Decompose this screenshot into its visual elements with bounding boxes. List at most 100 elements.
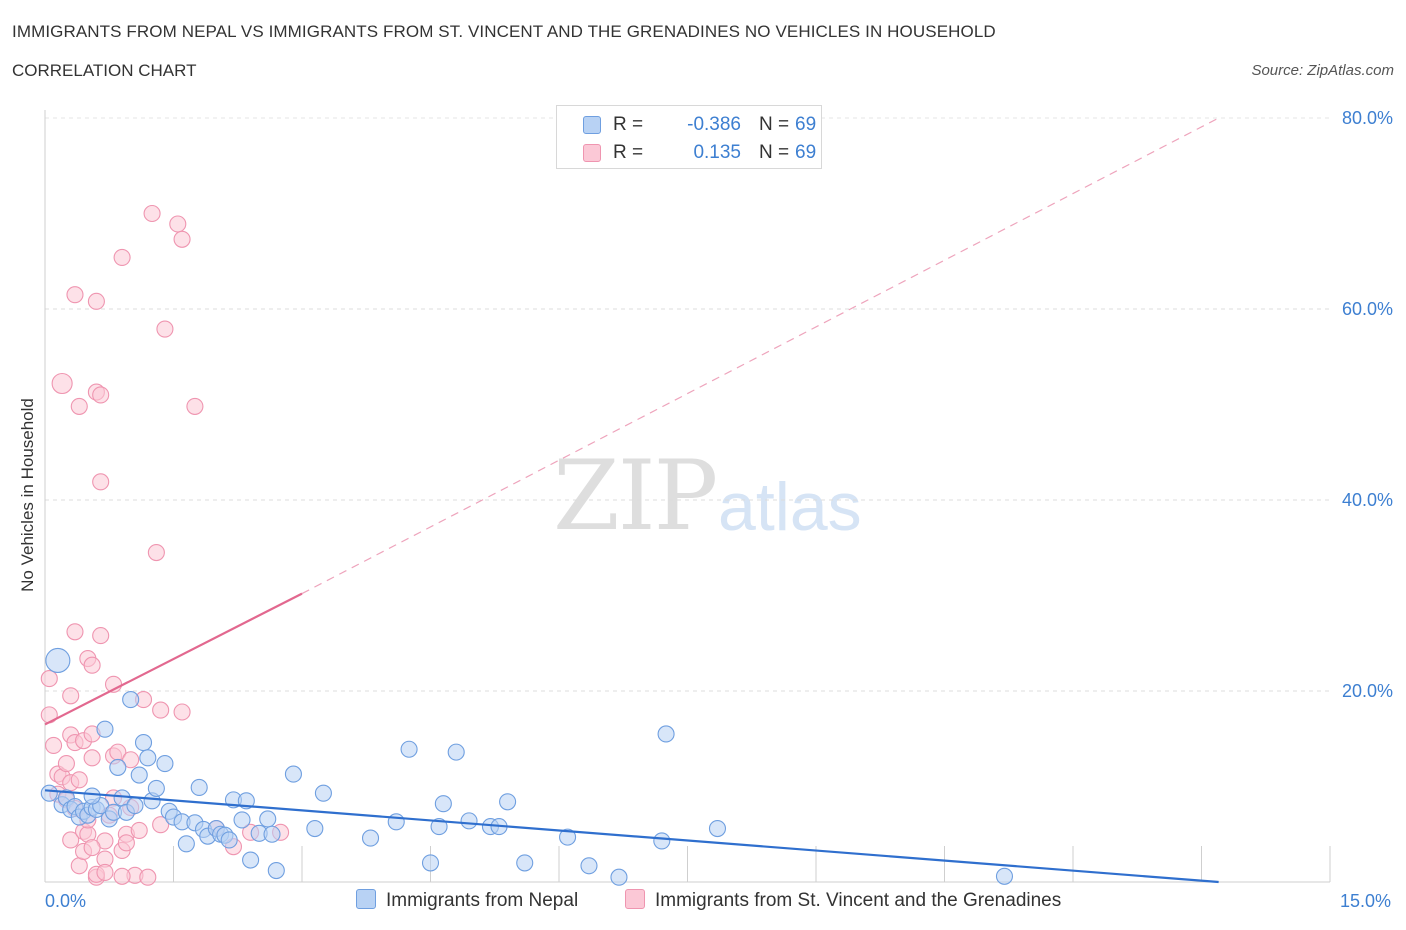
data-point bbox=[430, 818, 448, 836]
legend-n-value-nepal: 69 bbox=[795, 114, 817, 135]
watermark-zip: ZIP bbox=[553, 440, 718, 552]
data-point bbox=[147, 779, 165, 797]
data-point bbox=[169, 215, 187, 233]
legend-n-value-st-vincent: 69 bbox=[795, 142, 817, 163]
data-point bbox=[284, 765, 302, 783]
legend-n-label: N = bbox=[759, 114, 790, 135]
data-point bbox=[995, 867, 1014, 885]
data-point bbox=[66, 286, 84, 304]
correlation-legend: R = -0.386 N = 69 R = 0.135 N = 69 bbox=[556, 105, 822, 169]
data-point bbox=[70, 857, 88, 875]
chart-subtitle: CORRELATION CHART bbox=[12, 61, 197, 80]
source-credit: Source: ZipAtlas.com bbox=[1251, 62, 1394, 79]
data-point bbox=[580, 857, 598, 875]
series-legend-nepal: Immigrants from Nepal bbox=[356, 889, 578, 912]
legend-r-value-st-vincent: 0.135 bbox=[693, 142, 741, 163]
data-point bbox=[263, 825, 281, 843]
trend-line-extension bbox=[301, 117, 1219, 595]
data-point bbox=[306, 819, 324, 838]
data-point bbox=[117, 834, 135, 852]
data-point bbox=[83, 656, 101, 674]
data-point bbox=[177, 835, 195, 853]
y-tick-label: 40.0% bbox=[1342, 490, 1393, 510]
data-point bbox=[134, 734, 153, 752]
legend-swatch-nepal bbox=[583, 116, 601, 134]
data-point bbox=[233, 811, 251, 829]
data-point bbox=[499, 793, 517, 811]
legend-n-label: N = bbox=[759, 142, 790, 163]
data-point bbox=[70, 771, 88, 789]
chart-title: IMMIGRANTS FROM NEPAL VS IMMIGRANTS FROM… bbox=[12, 22, 996, 41]
data-point bbox=[66, 623, 84, 641]
y-tick-label: 20.0% bbox=[1342, 681, 1393, 701]
trend-line bbox=[44, 789, 1219, 884]
data-point bbox=[83, 787, 101, 805]
legend-r-label: R = bbox=[613, 142, 644, 163]
series-name-nepal: Immigrants from Nepal bbox=[386, 890, 579, 911]
data-point bbox=[516, 854, 534, 872]
data-point bbox=[92, 473, 110, 491]
data-point bbox=[156, 320, 174, 338]
data-point bbox=[152, 701, 170, 719]
data-point bbox=[152, 816, 170, 834]
data-point bbox=[51, 372, 73, 395]
data-point bbox=[434, 795, 452, 813]
data-point bbox=[610, 868, 628, 886]
data-point bbox=[156, 755, 174, 773]
data-point bbox=[139, 868, 157, 886]
data-point bbox=[708, 819, 727, 838]
data-point bbox=[559, 828, 577, 846]
data-point bbox=[267, 861, 285, 880]
legend-r-label: R = bbox=[613, 114, 644, 135]
data-point bbox=[143, 204, 161, 223]
data-point bbox=[92, 627, 110, 645]
data-point bbox=[447, 743, 465, 761]
data-point bbox=[460, 812, 478, 830]
data-point bbox=[45, 647, 71, 673]
data-point bbox=[96, 720, 114, 738]
data-point bbox=[421, 854, 440, 872]
data-point bbox=[657, 725, 675, 743]
data-point bbox=[113, 248, 131, 266]
data-point bbox=[83, 749, 101, 767]
data-point bbox=[109, 758, 127, 776]
series-legend-st-vincent: Immigrants from St. Vincent and the Gren… bbox=[625, 889, 1061, 912]
data-point bbox=[122, 691, 140, 709]
data-point bbox=[62, 831, 80, 849]
data-point bbox=[40, 670, 58, 688]
data-point bbox=[126, 797, 144, 815]
data-point bbox=[96, 863, 114, 882]
data-point bbox=[190, 778, 208, 797]
trend-line bbox=[44, 592, 303, 726]
data-point bbox=[87, 292, 105, 310]
data-point bbox=[314, 784, 332, 802]
data-point bbox=[45, 736, 63, 754]
watermark-atlas: atlas bbox=[718, 469, 862, 545]
data-point bbox=[186, 397, 204, 415]
data-point bbox=[40, 784, 58, 802]
data-point bbox=[259, 810, 277, 828]
x-tick-max: 15.0% bbox=[1340, 891, 1392, 911]
y-tick-label: 80.0% bbox=[1342, 108, 1393, 128]
series-swatch-nepal bbox=[356, 889, 376, 909]
data-point bbox=[173, 230, 191, 248]
y-axis-label: No Vehicles in Household bbox=[18, 398, 37, 592]
data-point bbox=[130, 766, 148, 784]
data-point bbox=[653, 832, 671, 850]
data-point bbox=[92, 386, 110, 404]
data-point bbox=[139, 749, 157, 767]
data-point bbox=[57, 755, 75, 773]
data-point bbox=[173, 703, 191, 721]
data-point bbox=[130, 821, 148, 839]
data-point bbox=[70, 397, 88, 415]
data-point bbox=[400, 740, 418, 758]
y-tick-label: 60.0% bbox=[1342, 299, 1393, 319]
legend-r-value-nepal: -0.386 bbox=[687, 114, 741, 135]
data-point bbox=[220, 831, 238, 849]
data-point bbox=[361, 829, 380, 847]
legend-swatch-st-vincent bbox=[583, 144, 601, 162]
data-point bbox=[62, 687, 80, 705]
data-point bbox=[83, 839, 101, 857]
series-name-st-vincent: Immigrants from St. Vincent and the Gren… bbox=[655, 890, 1062, 911]
x-tick-min: 0.0% bbox=[45, 891, 87, 911]
